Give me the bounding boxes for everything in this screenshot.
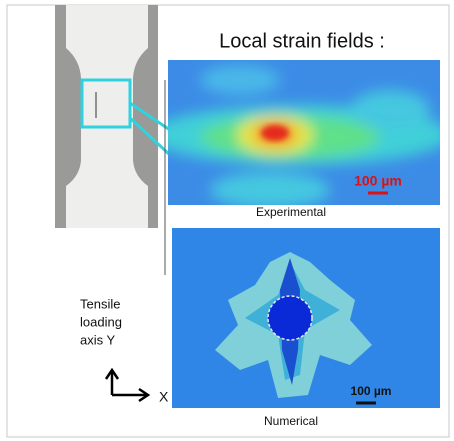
specimen-photo (55, 5, 170, 228)
scale-bar-label: 100 µm (351, 384, 392, 398)
numerical-map (172, 228, 440, 408)
title: Local strain fields : (219, 30, 385, 52)
axis-note: Tensile (80, 296, 120, 311)
experimental-map (150, 60, 450, 208)
figure: Local strain fields : 100 µm Experimenta… (0, 0, 454, 441)
axis-note: loading (80, 314, 122, 329)
scale-bar-label: 100 µm (354, 173, 402, 189)
axis-note: axis Y (80, 332, 115, 347)
panel-label: Numerical (264, 414, 318, 428)
panel-label: Experimental (256, 205, 326, 219)
x-axis-label: X (159, 389, 169, 405)
